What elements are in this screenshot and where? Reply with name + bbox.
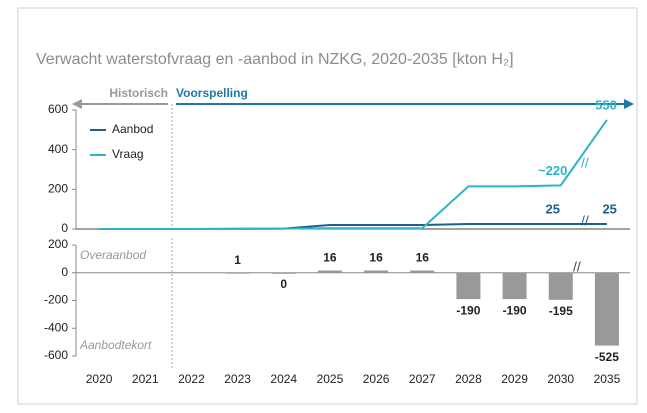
x-tick-label: 2029 bbox=[501, 372, 528, 386]
bar bbox=[364, 270, 389, 273]
data-label: -525 bbox=[595, 350, 619, 364]
data-label: 16 bbox=[323, 251, 337, 265]
axis-break: // bbox=[581, 213, 589, 229]
data-label: 16 bbox=[416, 251, 430, 265]
frame bbox=[17, 7, 638, 405]
y-tick-label: 200 bbox=[48, 182, 68, 196]
y-tick-label: 600 bbox=[48, 102, 68, 116]
data-label: 0 bbox=[280, 277, 287, 291]
y-tick-label: -400 bbox=[44, 320, 68, 334]
x-tick-label: 2035 bbox=[594, 372, 621, 386]
data-label: -190 bbox=[503, 303, 527, 317]
bar bbox=[456, 272, 481, 300]
y-tick-label: -200 bbox=[44, 293, 68, 307]
x-tick-label: 2023 bbox=[224, 372, 251, 386]
axis-break: // bbox=[581, 155, 589, 171]
annotation: Voorspelling bbox=[176, 86, 248, 100]
x-tick-label: 2024 bbox=[270, 372, 297, 386]
data-label: 25 bbox=[602, 201, 616, 216]
bar bbox=[594, 272, 619, 346]
legend-label: Aanbod bbox=[112, 122, 153, 136]
bar bbox=[548, 272, 573, 300]
data-label: 25 bbox=[546, 201, 560, 216]
line bbox=[99, 119, 608, 230]
annotation: Overaanbod bbox=[80, 248, 146, 262]
annotation: Historisch bbox=[109, 86, 168, 100]
y-tick-label: -600 bbox=[44, 348, 68, 362]
arrow-head bbox=[624, 99, 634, 109]
bar bbox=[502, 272, 527, 300]
x-tick-label: 2028 bbox=[455, 372, 482, 386]
data-label: -195 bbox=[549, 304, 573, 318]
data-label: 550 bbox=[595, 97, 617, 112]
y-tick-label: 400 bbox=[48, 142, 68, 156]
chart-title: Verwacht waterstofvraag en -aanbod in NZ… bbox=[36, 51, 514, 68]
data-label: 16 bbox=[369, 251, 383, 265]
legend-label: Vraag bbox=[112, 147, 144, 161]
x-tick-label: 2022 bbox=[178, 372, 205, 386]
x-tick-label: 2021 bbox=[132, 372, 159, 386]
bar bbox=[317, 270, 342, 273]
data-label: ~220 bbox=[538, 163, 567, 178]
x-tick-label: 2020 bbox=[86, 372, 113, 386]
arrow-head bbox=[72, 99, 82, 109]
y-tick-label: 200 bbox=[48, 237, 68, 251]
bar bbox=[225, 272, 250, 274]
x-tick-label: 2030 bbox=[547, 372, 574, 386]
axis-break: // bbox=[573, 259, 581, 275]
x-tick-label: 2026 bbox=[363, 372, 390, 386]
x-tick-label: 2027 bbox=[409, 372, 436, 386]
bar bbox=[271, 272, 296, 274]
y-tick-label: 0 bbox=[61, 221, 68, 235]
data-label: 1 bbox=[234, 253, 241, 267]
y-tick-label: 0 bbox=[61, 265, 68, 279]
data-label: -190 bbox=[456, 303, 480, 317]
bar bbox=[410, 270, 435, 273]
annotation: Aanbodtekort bbox=[79, 338, 152, 352]
x-tick-label: 2025 bbox=[317, 372, 344, 386]
